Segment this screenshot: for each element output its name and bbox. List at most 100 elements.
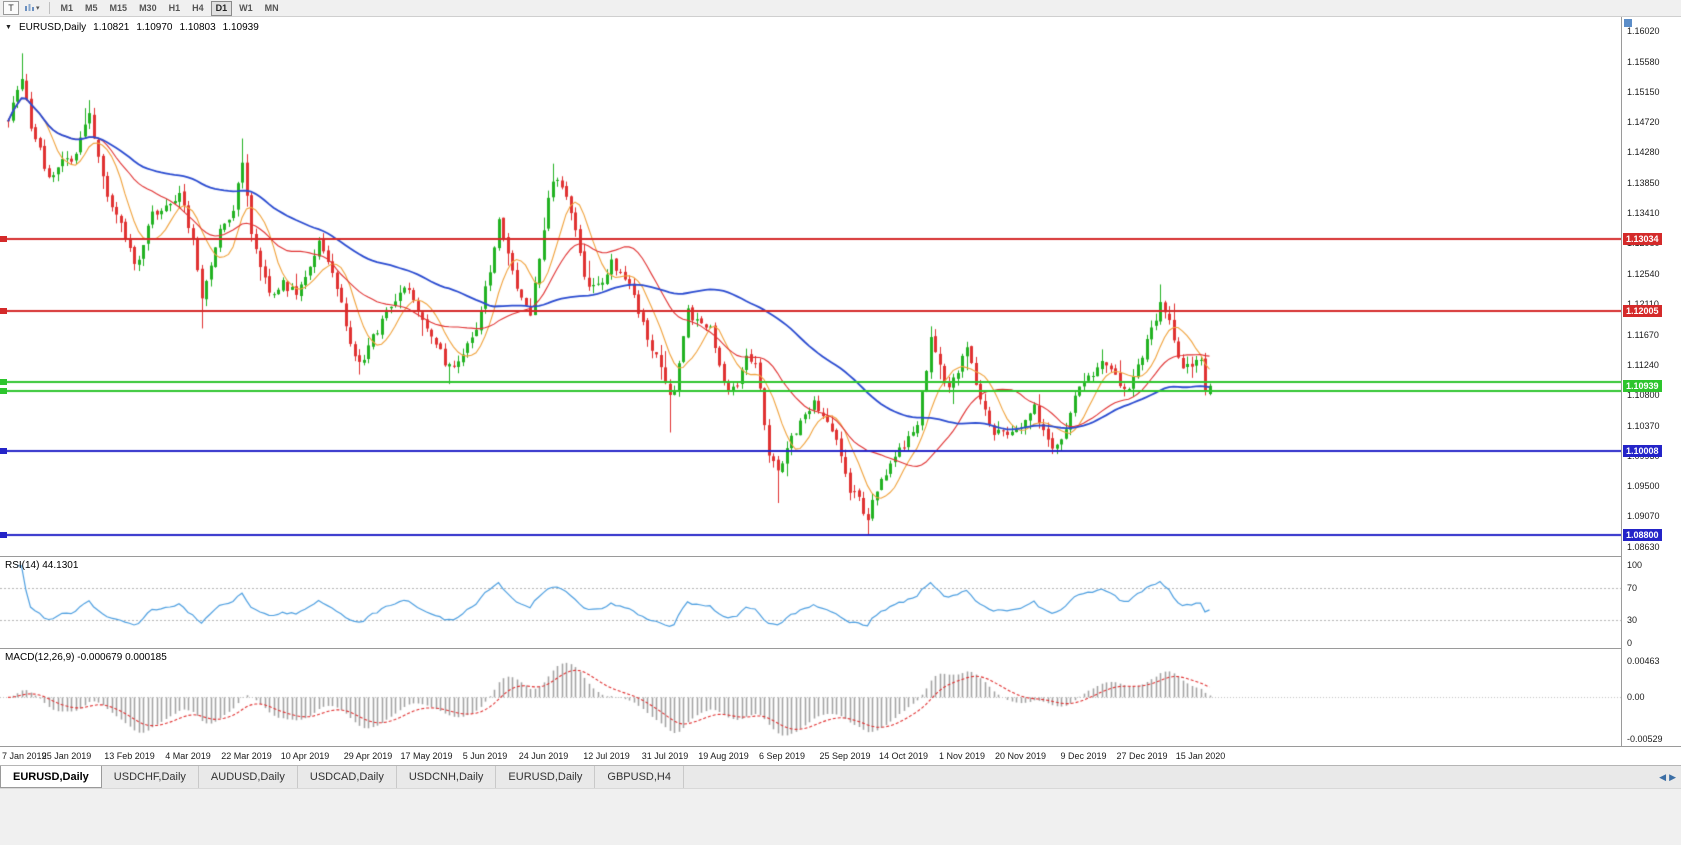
date-axis-label: 12 Jul 2019 bbox=[583, 751, 630, 761]
macd-axis-tick: -0.00529 bbox=[1627, 734, 1663, 744]
chart-tab-6[interactable]: GBPUSD,H4 bbox=[595, 766, 684, 788]
hline-anchor[interactable] bbox=[0, 532, 7, 539]
date-axis-label: 10 Apr 2019 bbox=[280, 751, 330, 761]
date-axis-label: 17 May 2019 bbox=[400, 751, 453, 761]
date-axis-label: 25 Sep 2019 bbox=[819, 751, 871, 761]
price-axis-tick: 1.10370 bbox=[1627, 420, 1660, 431]
price-axis-tick: 1.11240 bbox=[1627, 359, 1659, 370]
rsi-indicator-label: RSI(14) 44.1301 bbox=[5, 560, 79, 571]
rsi-axis-tick: 0 bbox=[1627, 638, 1633, 648]
hline-price-label[interactable]: 1.13034 bbox=[1623, 233, 1662, 246]
date-axis-label: 7 Jan 2019 bbox=[2, 751, 47, 761]
hline-anchor[interactable] bbox=[0, 308, 7, 315]
date-axis-label: 19 Aug 2019 bbox=[698, 751, 749, 761]
price-axis-tick: 1.14280 bbox=[1627, 147, 1660, 158]
price-axis-tick: 1.15150 bbox=[1627, 86, 1660, 97]
chart-ohlc-header: ▼ EURUSD,Daily 1.10821 1.10970 1.10803 1… bbox=[5, 22, 259, 33]
date-axis-label: 4 Mar 2019 bbox=[165, 751, 211, 761]
rsi-axis-tick: 70 bbox=[1627, 583, 1638, 594]
timeframe-button-h4[interactable]: H4 bbox=[187, 1, 209, 16]
chart-template-button[interactable]: T bbox=[3, 1, 19, 15]
date-axis-label: 15 Jan 2020 bbox=[1175, 751, 1226, 761]
timeframe-button-m1[interactable]: M1 bbox=[56, 1, 79, 16]
macd-indicator-label: MACD(12,26,9) -0.000679 0.000185 bbox=[5, 652, 167, 663]
price-axis-tick: 1.11670 bbox=[1627, 329, 1659, 340]
footer-empty-area bbox=[0, 788, 1681, 845]
chart-symbol-period: EURUSD,Daily bbox=[18, 22, 87, 33]
time-axis[interactable]: 7 Jan 2019 25 Jan 2019 13 Feb 2019 4 Mar 20… bbox=[0, 746, 1681, 765]
macd-axis-tick: 0.00 bbox=[1627, 692, 1645, 703]
date-axis-label: 14 Oct 2019 bbox=[878, 751, 929, 761]
rsi-indicator-canvas[interactable] bbox=[0, 557, 1621, 648]
date-axis-label: 24 Jun 2019 bbox=[518, 751, 569, 761]
tab-scroll-left-icon[interactable]: ◀ bbox=[1659, 771, 1667, 782]
macd-indicator-canvas[interactable] bbox=[0, 649, 1621, 746]
date-axis-label: 31 Jul 2019 bbox=[641, 751, 689, 761]
one-click-trading-toggle[interactable]: ▼ bbox=[5, 24, 12, 31]
timeframe-button-m15[interactable]: M15 bbox=[105, 1, 133, 16]
price-axis-tick: 1.13850 bbox=[1627, 177, 1660, 188]
date-axis-label: 27 Dec 2019 bbox=[1116, 751, 1168, 761]
price-axis-tick: 1.14720 bbox=[1627, 116, 1660, 127]
chart-tab-1[interactable]: USDCHF,Daily bbox=[102, 766, 199, 788]
hline-anchor[interactable] bbox=[0, 387, 7, 394]
date-axis-label: 1 Nov 2019 bbox=[938, 751, 986, 761]
hline-price-label[interactable]: 1.12005 bbox=[1623, 305, 1662, 318]
hline-anchor[interactable] bbox=[0, 379, 7, 386]
hline-anchor[interactable] bbox=[0, 236, 7, 243]
timeframe-button-m5[interactable]: M5 bbox=[80, 1, 103, 16]
timeframe-button-mn[interactable]: MN bbox=[260, 1, 284, 16]
hline-price-label[interactable]: 1.10008 bbox=[1623, 444, 1662, 457]
candlestick-chart-icon bbox=[25, 4, 34, 11]
chart-tab-4[interactable]: USDCNH,Daily bbox=[397, 766, 497, 788]
panel-separator[interactable] bbox=[0, 556, 1681, 557]
timeframe-button-m30[interactable]: M30 bbox=[134, 1, 162, 16]
tab-scroll-buttons: ◀ ▶ bbox=[1654, 766, 1681, 788]
chart-tab-0[interactable]: EURUSD,Daily bbox=[0, 766, 102, 788]
macd-axis-tick: 0.00463 bbox=[1627, 656, 1660, 666]
timeframe-button-w1[interactable]: W1 bbox=[234, 1, 258, 16]
timeframe-button-d1[interactable]: D1 bbox=[210, 0, 233, 16]
price-axis-tick: 1.13410 bbox=[1627, 208, 1660, 219]
main-price-chart-canvas[interactable] bbox=[0, 17, 1621, 556]
axis-scroll-marker[interactable] bbox=[1624, 19, 1632, 27]
open-value: 1.10821 bbox=[93, 22, 130, 33]
close-value: 1.10939 bbox=[222, 22, 259, 33]
rsi-axis-tick: 30 bbox=[1627, 614, 1638, 625]
chart-tools-dropdown[interactable]: ▾ bbox=[21, 1, 43, 15]
date-axis-label: 6 Sep 2019 bbox=[758, 751, 806, 761]
date-axis-label: 25 Jan 2019 bbox=[41, 751, 92, 761]
panel-separator[interactable] bbox=[0, 648, 1681, 649]
chart-tab-bar: EURUSD,Daily USDCHF,Daily AUDUSD,Daily USDC… bbox=[0, 765, 1681, 788]
price-axis-tick: 1.10800 bbox=[1627, 390, 1660, 401]
timeframe-button-h1[interactable]: H1 bbox=[164, 1, 186, 16]
hline-anchor[interactable] bbox=[0, 447, 7, 454]
chart-tab-2[interactable]: AUDUSD,Daily bbox=[199, 766, 298, 788]
price-axis-tick: 1.12540 bbox=[1627, 268, 1660, 279]
chart-template-button-label: T bbox=[8, 3, 14, 13]
tab-scroll-right-icon[interactable]: ▶ bbox=[1669, 771, 1676, 782]
date-axis-label: 20 Nov 2019 bbox=[994, 751, 1047, 761]
price-axis[interactable]: 1.16020 1.15580 1.15150 1.14720 1.14280 1.138… bbox=[1621, 17, 1681, 746]
rsi-axis-tick: 100 bbox=[1627, 560, 1643, 570]
price-axis-tick: 1.15580 bbox=[1627, 56, 1660, 67]
price-axis-tick: 1.08630 bbox=[1627, 542, 1660, 552]
high-value: 1.10970 bbox=[136, 22, 173, 33]
price-axis-tick: 1.12110 bbox=[1627, 299, 1659, 309]
chart-tab-3[interactable]: USDCAD,Daily bbox=[298, 766, 397, 788]
top-toolbar: T ▾ M1 M5 M15 M30 H1 H4 D1 W1 MN bbox=[0, 0, 1681, 17]
date-axis-label: 5 Jun 2019 bbox=[462, 751, 508, 761]
hline-price-label[interactable]: 1.08800 bbox=[1623, 529, 1662, 542]
chart-tab-5[interactable]: EURUSD,Daily bbox=[496, 766, 596, 788]
date-axis-label: 22 Mar 2019 bbox=[221, 751, 272, 761]
timeframe-button-group: M1 M5 M15 M30 H1 H4 D1 W1 MN bbox=[56, 0, 284, 16]
current-price-label: 1.10939 bbox=[1623, 379, 1662, 392]
low-value: 1.10803 bbox=[179, 22, 216, 33]
chevron-down-icon: ▾ bbox=[36, 5, 40, 12]
price-axis-tick: 1.09500 bbox=[1627, 481, 1660, 492]
date-axis-label: 29 Apr 2019 bbox=[343, 751, 393, 761]
price-axis-tick: 1.09070 bbox=[1627, 511, 1660, 522]
date-axis-label: 9 Dec 2019 bbox=[1060, 751, 1107, 761]
chart-tabs: EURUSD,Daily USDCHF,Daily AUDUSD,Daily USDC… bbox=[0, 766, 684, 788]
